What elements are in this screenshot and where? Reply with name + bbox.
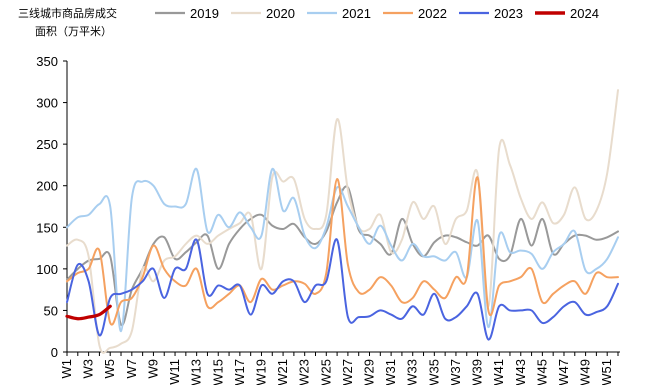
x-tick-label: W37 — [448, 359, 463, 385]
x-tick-label: W7 — [124, 359, 139, 379]
y-tick-label: 350 — [36, 54, 58, 69]
y-tick-label: 300 — [36, 96, 58, 111]
y-tick-label: 50 — [44, 303, 58, 318]
x-tick-label: W45 — [534, 359, 549, 385]
x-tick-label: W17 — [232, 359, 247, 385]
x-tick-label: W11 — [167, 359, 182, 385]
x-tick-label: W5 — [102, 359, 117, 379]
legend-label-2024: 2024 — [570, 6, 599, 21]
legend-label-2020: 2020 — [266, 6, 295, 21]
series-line-2020 — [66, 89, 619, 354]
legend-label-2019: 2019 — [190, 6, 219, 21]
x-tick-label: W21 — [275, 359, 290, 385]
x-tick-label: W35 — [426, 359, 441, 385]
series-line-2023 — [66, 238, 619, 341]
x-tick-label: W23 — [297, 359, 312, 385]
axes-group: 0 50 100 150 200 250 300 350 W1 W3 W5 W7 W9 W11 W13 W15… — [36, 54, 620, 385]
x-tick-label: W13 — [189, 359, 204, 385]
x-tick-label: W3 — [81, 359, 96, 379]
x-tick-label: W19 — [253, 359, 268, 385]
x-tick-label: W49 — [578, 359, 593, 385]
x-tick-label: W27 — [340, 359, 355, 385]
x-tick-label: W51 — [599, 359, 614, 385]
y-tick-label: 250 — [36, 137, 58, 152]
legend-label-2023: 2023 — [494, 6, 523, 21]
series-line-2024 — [65, 304, 112, 321]
x-tick-label: W1 — [59, 359, 74, 379]
x-tick-label: W25 — [318, 359, 333, 385]
x-tick-label: W47 — [556, 359, 571, 385]
x-tick-label: W43 — [513, 359, 528, 385]
series-lines-group — [65, 89, 619, 354]
legend-label-2022: 2022 — [418, 6, 447, 21]
y-tick-label: 200 — [36, 179, 58, 194]
series-line-2022 — [66, 176, 619, 326]
x-tick-label: W31 — [383, 359, 398, 385]
y-tick-label: 0 — [51, 345, 58, 360]
x-tick-label: W33 — [405, 359, 420, 385]
x-tick-label: W15 — [210, 359, 225, 385]
chart-title-line-1: 三线城市商品房成交 — [18, 6, 117, 20]
x-tick-label: W41 — [491, 359, 506, 385]
legend: 2019 2020 2021 2022 2023 2024 — [155, 6, 599, 21]
x-tick-label: W9 — [145, 359, 160, 379]
x-tick-label: W39 — [470, 359, 485, 385]
x-tick-label: W29 — [362, 359, 377, 385]
legend-label-2021: 2021 — [342, 6, 371, 21]
chart-title-line-2: 面积（万平米） — [35, 25, 112, 38]
y-tick-label: 150 — [36, 220, 58, 235]
y-tick-label: 100 — [36, 262, 58, 277]
